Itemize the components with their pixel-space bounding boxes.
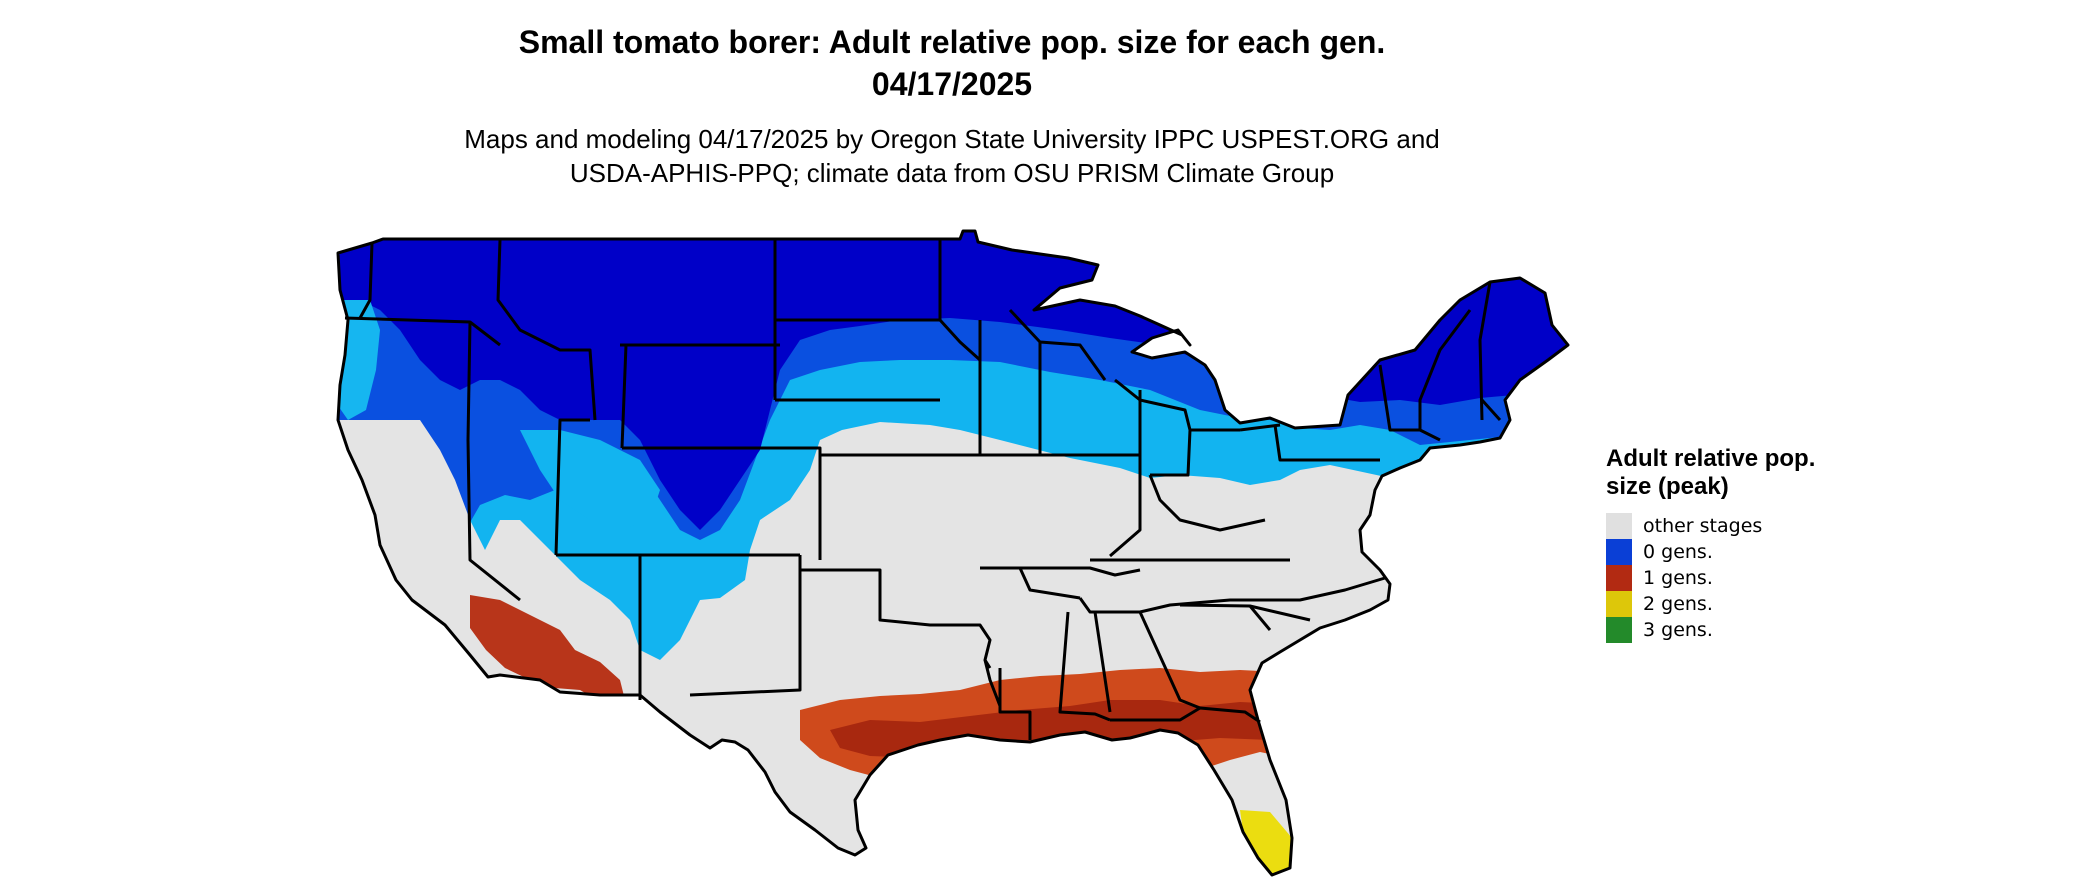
credits-line-1: Maps and modeling 04/17/2025 by Oregon S… xyxy=(464,124,1440,154)
legend-item: 1 gens. xyxy=(1606,565,1826,591)
legend-item: 0 gens. xyxy=(1606,539,1826,565)
legend-swatch xyxy=(1606,617,1632,643)
credits-line-2: USDA-APHIS-PPQ; climate data from OSU PR… xyxy=(569,158,1335,188)
legend-swatch xyxy=(1606,539,1632,565)
legend-title: Adult relative pop. size (peak) xyxy=(1606,445,1816,500)
legend-label: 0 gens. xyxy=(1643,541,1713,563)
legend-label: 3 gens. xyxy=(1643,619,1713,641)
map-date: 04/17/2025 xyxy=(871,66,1033,102)
state-borders xyxy=(336,229,1570,877)
legend-swatch xyxy=(1606,591,1632,617)
legend-swatch xyxy=(1606,513,1632,539)
legend-item: 2 gens. xyxy=(1606,591,1826,617)
legend-swatch xyxy=(1606,565,1632,591)
legend-item: other stages xyxy=(1606,513,1826,539)
legend-item: 3 gens. xyxy=(1606,617,1826,643)
legend-label: 2 gens. xyxy=(1643,593,1713,615)
map-title: Small tomato borer: Adult relative pop. … xyxy=(518,24,1386,60)
legend-label: 1 gens. xyxy=(1643,567,1713,589)
us-map xyxy=(336,229,1570,877)
map-legend: Adult relative pop. size (peak) other st… xyxy=(1606,445,1826,643)
legend-label: other stages xyxy=(1643,515,1763,537)
legend-items: other stages 0 gens. 1 gens. 2 gens. 3 gens. xyxy=(1606,513,1826,643)
